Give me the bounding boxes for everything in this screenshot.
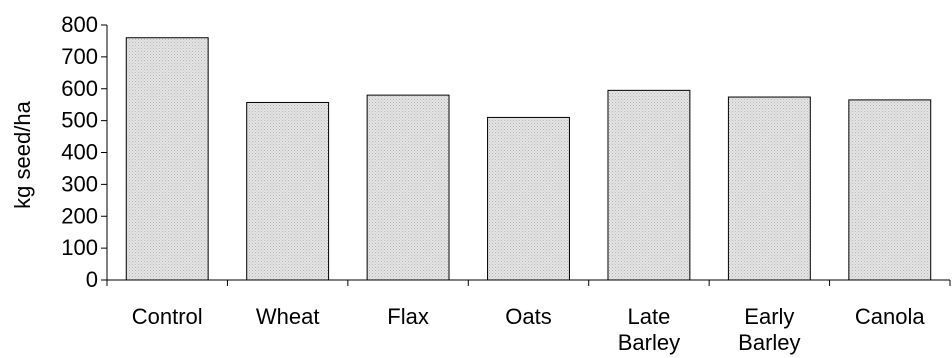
y-tick-label: 100 [61,235,98,260]
y-axis: 0 100 200 300 400 500 600 700 800 [61,12,108,292]
x-tick-label: Wheat [256,304,320,329]
y-tick-label: 400 [61,140,98,165]
x-tick-label: Oats [505,304,551,329]
y-tick-label: 800 [61,12,98,37]
x-tick-label: Control [132,304,203,329]
bar [607,89,691,281]
y-tick-label: 700 [61,44,98,69]
bar [125,37,209,281]
y-tick-label: 600 [61,76,98,101]
y-tick-label: 500 [61,108,98,133]
bar [366,94,450,281]
x-tick-label: Canola [855,304,925,329]
x-axis: Control Wheat Flax Oats Late Barley Early Barle… [106,279,951,355]
y-axis-title: kg seed/ha [10,100,35,208]
bar [848,99,932,281]
x-tick-label: Flax [387,304,429,329]
y-tick-label: 300 [61,171,98,196]
y-tick-label: 200 [61,203,98,228]
bars-group [125,37,932,281]
bar [246,101,330,281]
x-tick-label: Late Barley [618,304,680,355]
y-tick-label: 0 [86,267,98,292]
bar [727,96,811,281]
x-tick-label: Early Barley [738,304,800,355]
bar [487,116,570,281]
